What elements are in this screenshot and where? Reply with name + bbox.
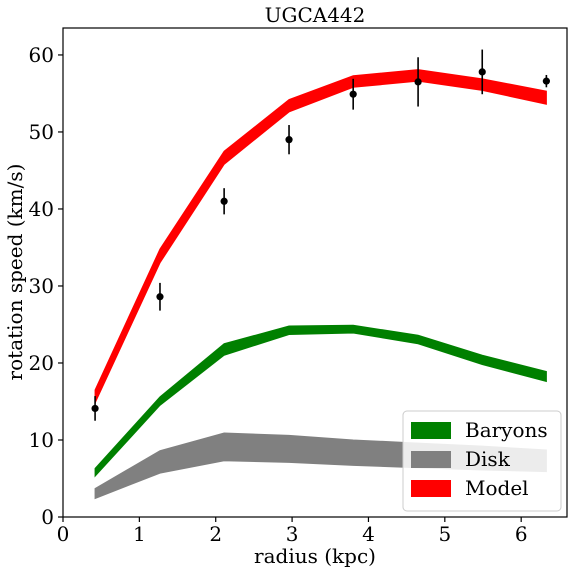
legend-swatch-disk <box>411 451 451 468</box>
plot-frame <box>62 27 568 518</box>
data-point <box>156 293 164 301</box>
x-tick-label: 4 <box>362 522 375 546</box>
y-tick-label: 20 <box>29 351 54 375</box>
data-point <box>542 77 550 85</box>
y-tick-label: 30 <box>29 274 54 298</box>
data-point <box>220 197 228 205</box>
data-point <box>285 136 293 144</box>
x-axis: 0 1 2 3 4 5 6 <box>57 517 528 546</box>
x-axis-label: radius (kpc) <box>254 544 376 568</box>
legend-label-baryons: Baryons <box>465 418 548 442</box>
chart-title: UGCA442 <box>265 3 366 27</box>
band-model <box>94 69 547 404</box>
x-tick-label: 1 <box>133 522 146 546</box>
data-point <box>478 68 486 76</box>
data-point <box>414 78 422 86</box>
x-tick-label: 3 <box>286 522 299 546</box>
legend: Baryons Disk Model <box>402 410 562 512</box>
observed-points-layer <box>91 49 550 421</box>
legend-swatch-baryons <box>411 422 451 439</box>
data-point <box>91 404 99 413</box>
y-tick-label: 60 <box>29 43 54 67</box>
x-tick-label: 6 <box>515 522 528 546</box>
y-tick-label: 50 <box>29 120 54 144</box>
legend-label-model: Model <box>465 476 529 500</box>
x-tick-label: 2 <box>209 522 222 546</box>
data-point <box>349 90 357 98</box>
band-baryons <box>94 324 547 478</box>
y-tick-label: 10 <box>29 428 54 452</box>
legend-swatch-model <box>411 480 451 497</box>
x-tick-label: 0 <box>57 522 70 546</box>
y-tick-label: 0 <box>41 505 54 529</box>
y-axis: 0 10 20 30 40 50 60 <box>29 43 63 529</box>
x-tick-label: 5 <box>438 522 451 546</box>
y-axis-label: rotation speed (km/s) <box>3 164 27 381</box>
legend-label-disk: Disk <box>465 447 511 471</box>
y-tick-label: 40 <box>29 197 54 221</box>
